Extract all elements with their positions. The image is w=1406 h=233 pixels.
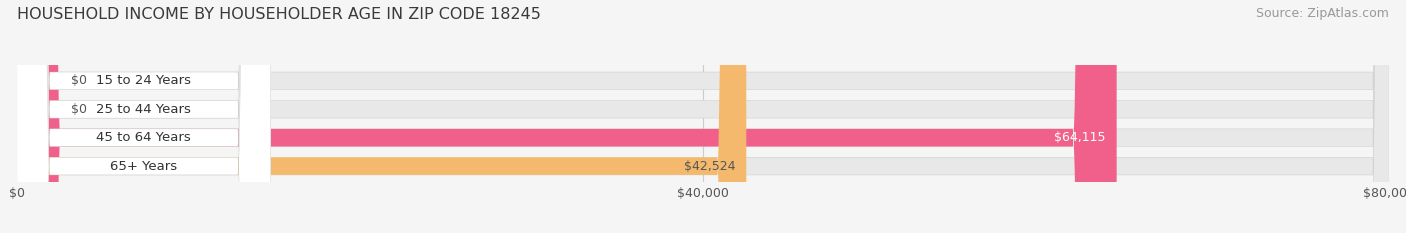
Text: $64,115: $64,115 [1054,131,1105,144]
Text: $0: $0 [72,74,87,87]
FancyBboxPatch shape [17,0,1389,233]
Text: $42,524: $42,524 [683,160,735,173]
Text: Source: ZipAtlas.com: Source: ZipAtlas.com [1256,7,1389,20]
FancyBboxPatch shape [17,0,55,233]
FancyBboxPatch shape [17,0,271,233]
FancyBboxPatch shape [17,0,1389,233]
FancyBboxPatch shape [17,0,55,233]
FancyBboxPatch shape [17,0,271,233]
Text: 65+ Years: 65+ Years [110,160,177,173]
Text: 15 to 24 Years: 15 to 24 Years [96,74,191,87]
FancyBboxPatch shape [17,0,1116,233]
FancyBboxPatch shape [17,0,271,233]
FancyBboxPatch shape [17,0,747,233]
Text: HOUSEHOLD INCOME BY HOUSEHOLDER AGE IN ZIP CODE 18245: HOUSEHOLD INCOME BY HOUSEHOLDER AGE IN Z… [17,7,541,22]
FancyBboxPatch shape [17,0,1389,233]
FancyBboxPatch shape [17,0,271,233]
Text: 45 to 64 Years: 45 to 64 Years [97,131,191,144]
FancyBboxPatch shape [17,0,1389,233]
Text: $0: $0 [72,103,87,116]
Text: 25 to 44 Years: 25 to 44 Years [97,103,191,116]
